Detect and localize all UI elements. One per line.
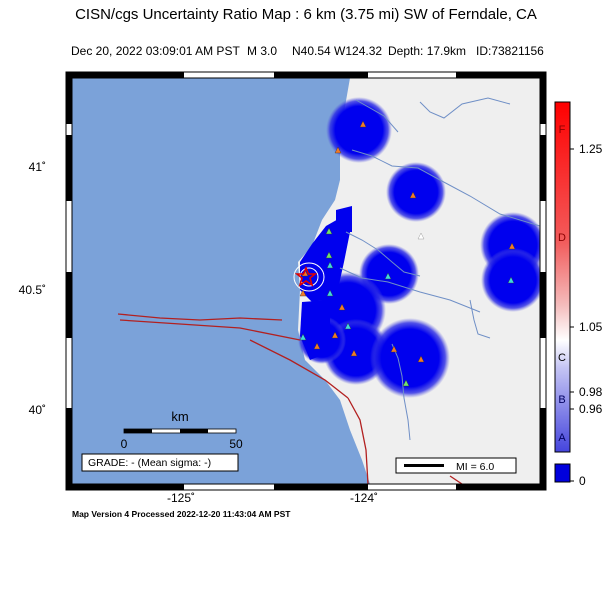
map-area (72, 78, 540, 484)
map-frame (65, 71, 547, 491)
lon-label-124: -124˚ (350, 491, 378, 505)
colorbar-value-0-96: 0.96 (579, 402, 603, 416)
epicenter-star-icon (294, 265, 318, 287)
event-location: N40.54 W124.32 (292, 44, 383, 58)
fault-lines (117, 313, 463, 484)
uncertainty-zones (298, 97, 540, 398)
event-magnitude: M 3.0 (247, 44, 278, 58)
colorbar: F D C B A 1.25 1.05 0.98 0.96 0 (554, 101, 603, 488)
colorbar-value-0-98: 0.98 (579, 385, 603, 399)
lat-label-41: 41˚ (29, 160, 46, 174)
grade-text: GRADE: - (Mean sigma: -) (88, 457, 211, 469)
map-title: CISN/cgs Uncertainty Ratio Map : 6 km (3… (75, 6, 537, 23)
scale-bar: km 0 50 (121, 409, 243, 451)
event-id: ID:73821156 (476, 44, 544, 58)
rivers (339, 97, 540, 441)
grade-letter-c: C (558, 352, 566, 364)
event-date: Dec 20, 2022 03:09:01 AM PST (71, 44, 240, 58)
lat-label-40-5: 40.5˚ (19, 283, 46, 297)
colorbar-value-1-25: 1.25 (579, 142, 603, 156)
station-markers (299, 120, 516, 387)
scale-bar-unit: km (171, 409, 188, 424)
colorbar-value-1-05: 1.05 (579, 320, 603, 334)
colorbar-value-0: 0 (579, 474, 586, 488)
grade-letter-a: A (558, 432, 566, 444)
grade-box: GRADE: - (Mean sigma: -) (81, 453, 239, 472)
event-depth: Depth: 17.9km (388, 44, 467, 58)
lat-label-40: 40˚ (29, 403, 46, 417)
grade-letter-f: F (559, 124, 566, 136)
scale-bar-min: 0 (121, 437, 128, 451)
grade-letter-b: B (558, 394, 565, 406)
lon-label-125: -125˚ (167, 491, 195, 505)
map-version-footer: Map Version 4 Processed 2022-12-20 11:43… (72, 509, 291, 519)
mi-legend: MI = 6.0 (395, 457, 517, 474)
scale-bar-max: 50 (229, 437, 243, 451)
grade-letter-d: D (558, 232, 566, 244)
mi-legend-text: MI = 6.0 (456, 461, 494, 473)
